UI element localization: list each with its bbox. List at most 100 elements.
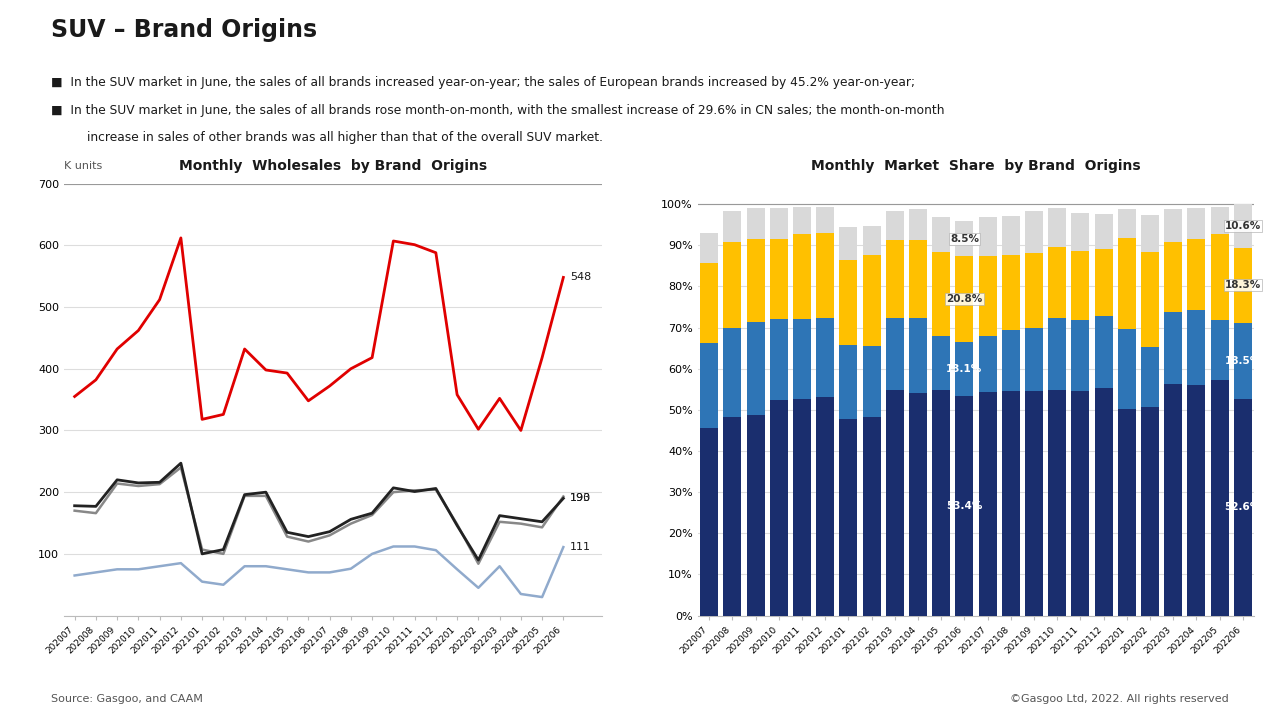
Bar [1071, 213, 1089, 251]
Text: 52.6%: 52.6% [1225, 503, 1261, 513]
Bar [909, 392, 927, 616]
Bar [769, 239, 788, 319]
Bar [932, 217, 950, 252]
Text: ©Gasgoo Ltd, 2022. All rights reserved: ©Gasgoo Ltd, 2022. All rights reserved [1010, 694, 1229, 704]
Bar [886, 211, 904, 240]
Text: ■  In the SUV market in June, the sales of all brands increased year-on-year; th: ■ In the SUV market in June, the sales o… [51, 76, 915, 89]
Bar [1117, 209, 1135, 238]
Bar [817, 318, 835, 397]
Bar [1094, 389, 1112, 616]
Text: 8.5%: 8.5% [950, 234, 979, 244]
Text: 10.6%: 10.6% [1225, 221, 1261, 231]
Text: 53.4%: 53.4% [946, 500, 983, 510]
Bar [978, 336, 997, 392]
Bar [792, 318, 812, 399]
Bar [1025, 328, 1043, 390]
Bar [1002, 390, 1020, 616]
Bar [1094, 248, 1112, 316]
Bar [1025, 211, 1043, 253]
Bar [769, 319, 788, 400]
Bar [723, 242, 741, 328]
Bar [1025, 253, 1043, 328]
Bar [1211, 380, 1229, 616]
Bar [840, 419, 858, 616]
Bar [1002, 255, 1020, 330]
Text: increase in sales of other brands was all higher than that of the overall SUV ma: increase in sales of other brands was al… [87, 131, 603, 144]
Bar [863, 255, 881, 346]
Bar [1117, 410, 1135, 616]
Bar [723, 418, 741, 616]
Bar [978, 392, 997, 616]
Bar [932, 390, 950, 616]
Bar [1164, 384, 1183, 616]
Bar [700, 343, 718, 428]
Text: 111: 111 [570, 542, 591, 552]
Legend: CN, EU, JK, US: CN, EU, JK, US [859, 716, 1093, 720]
Text: SUV – Brand Origins: SUV – Brand Origins [51, 18, 317, 42]
Bar [1234, 323, 1252, 399]
Text: K units: K units [64, 161, 102, 171]
Bar [1117, 329, 1135, 410]
Bar [1117, 238, 1135, 329]
Bar [1071, 320, 1089, 390]
Bar [840, 228, 858, 260]
Bar [1094, 214, 1112, 248]
Bar [723, 328, 741, 418]
Bar [700, 263, 718, 343]
Bar [1048, 318, 1066, 390]
Bar [1071, 251, 1089, 320]
Bar [700, 428, 718, 616]
Bar [909, 240, 927, 318]
Title: Monthly  Market  Share  by Brand  Origins: Monthly Market Share by Brand Origins [812, 158, 1140, 173]
Bar [1234, 204, 1252, 248]
Text: 20.8%: 20.8% [946, 294, 983, 305]
Text: 193: 193 [570, 493, 591, 503]
Title: Monthly  Wholesales  by Brand  Origins: Monthly Wholesales by Brand Origins [179, 158, 486, 173]
Bar [886, 318, 904, 390]
Bar [932, 252, 950, 336]
Bar [1025, 390, 1043, 616]
Text: Source: Gasgoo, and CAAM: Source: Gasgoo, and CAAM [51, 694, 204, 704]
Bar [840, 260, 858, 346]
Bar [978, 217, 997, 256]
Bar [863, 346, 881, 417]
Bar [792, 207, 812, 234]
Bar [1164, 243, 1183, 312]
Text: 190: 190 [570, 493, 591, 503]
Bar [746, 208, 764, 239]
Bar [1140, 215, 1160, 252]
Bar [817, 233, 835, 318]
Bar [1048, 208, 1066, 248]
Bar [1211, 234, 1229, 320]
Bar [1094, 316, 1112, 389]
Text: 13.1%: 13.1% [946, 364, 983, 374]
Bar [955, 256, 974, 342]
Bar [1164, 209, 1183, 243]
Bar [1002, 216, 1020, 255]
Bar [1140, 252, 1160, 346]
Bar [1164, 312, 1183, 384]
Bar [723, 211, 741, 242]
Bar [817, 207, 835, 233]
Bar [955, 222, 974, 256]
Bar [1071, 390, 1089, 616]
Bar [746, 415, 764, 616]
Bar [886, 240, 904, 318]
Bar [909, 318, 927, 392]
Bar [700, 233, 718, 263]
Bar [1188, 310, 1206, 384]
Bar [932, 336, 950, 390]
Bar [1140, 407, 1160, 616]
Text: 18.5%: 18.5% [1225, 356, 1261, 366]
Bar [769, 208, 788, 239]
Bar [1002, 330, 1020, 390]
Bar [817, 397, 835, 616]
Bar [840, 346, 858, 419]
Bar [746, 322, 764, 415]
Text: 548: 548 [570, 272, 591, 282]
Bar [955, 396, 974, 616]
Bar [1234, 248, 1252, 323]
Text: ■  In the SUV market in June, the sales of all brands rose month-on-month, with : ■ In the SUV market in June, the sales o… [51, 104, 945, 117]
Legend: CN, EU, JK, US: CN, EU, JK, US [191, 716, 475, 720]
Bar [1048, 248, 1066, 318]
